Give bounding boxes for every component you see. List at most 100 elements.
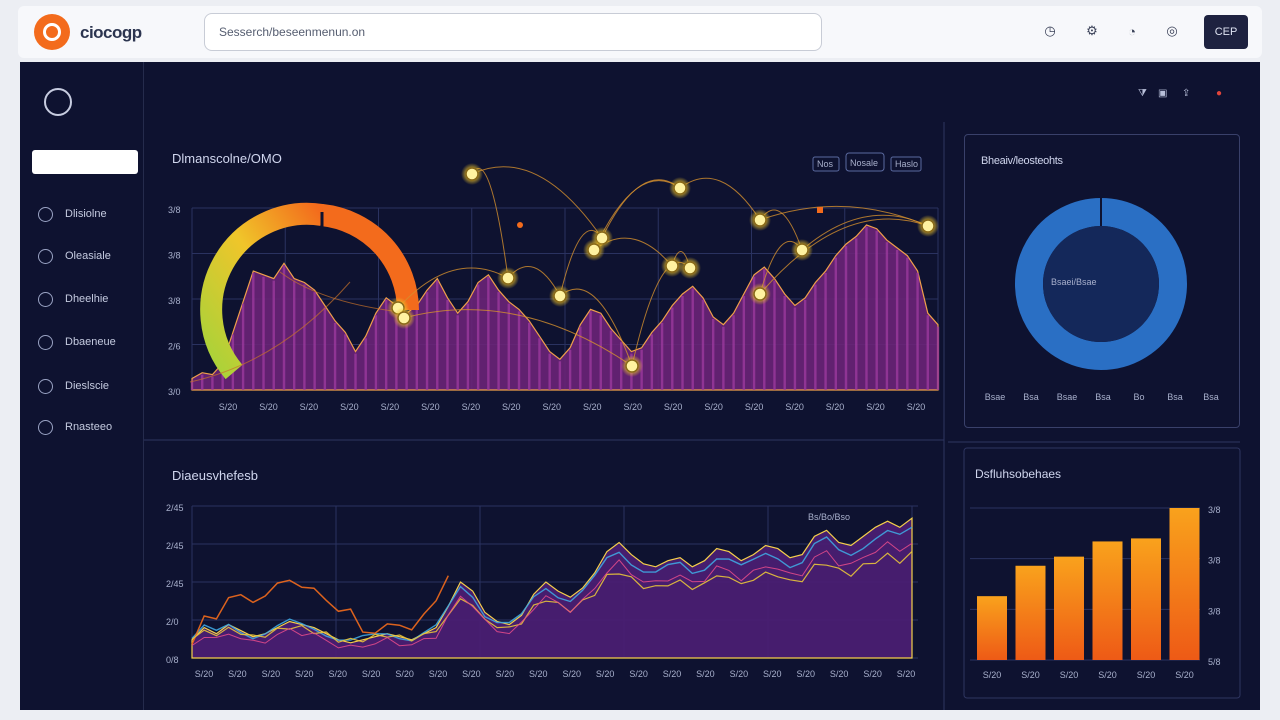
network-node bbox=[465, 167, 479, 181]
x-tick-label: S/20 bbox=[462, 402, 481, 412]
y-tick-label: 0/8 bbox=[166, 655, 179, 665]
donut-axis-label: Bsae bbox=[985, 392, 1006, 402]
network-edge bbox=[471, 168, 509, 279]
x-tick-label: S/20 bbox=[502, 402, 521, 412]
brand-logo-icon[interactable] bbox=[34, 14, 70, 50]
sidebar-search-input[interactable] bbox=[32, 150, 138, 174]
donut-axis-label: Bo bbox=[1133, 392, 1144, 402]
circle-icon bbox=[38, 419, 53, 435]
top-area-series bbox=[191, 224, 939, 391]
share-icon[interactable]: ⇪ bbox=[1182, 88, 1191, 99]
bar bbox=[1092, 541, 1123, 660]
clock-icon[interactable]: ◷ bbox=[1044, 23, 1056, 38]
x-tick-label: S/20 bbox=[462, 669, 481, 679]
x-tick-label: S/20 bbox=[362, 669, 381, 679]
sidebar-item-4[interactable]: Dbaeneue bbox=[38, 331, 138, 353]
x-tick-label: S/20 bbox=[295, 669, 314, 679]
legend-label: Nos bbox=[817, 159, 834, 169]
sidebar-item-label: Rnasteeo bbox=[65, 421, 113, 433]
alert-icon[interactable]: ● bbox=[1216, 88, 1223, 99]
x-tick-label: S/20 bbox=[328, 669, 347, 679]
x-tick-label: S/20 bbox=[745, 402, 764, 412]
y-tick-label: 3/8 bbox=[1208, 556, 1221, 566]
globe-icon[interactable]: ◎ bbox=[1166, 23, 1178, 38]
x-tick-label: S/20 bbox=[583, 402, 602, 412]
x-tick-label: S/20 bbox=[228, 669, 247, 679]
network-overlay bbox=[189, 163, 939, 383]
sidebar-item-label: Dlisiolne bbox=[65, 208, 107, 220]
x-tick-label: S/20 bbox=[219, 402, 238, 412]
lock-icon[interactable]: ▣ bbox=[1158, 88, 1168, 99]
y-tick-label: 2/45 bbox=[166, 579, 184, 589]
x-tick-label: S/20 bbox=[395, 669, 414, 679]
bar bbox=[1131, 538, 1161, 660]
y-tick-label: 2/45 bbox=[166, 541, 184, 551]
x-tick-label: S/20 bbox=[623, 402, 642, 412]
header-button[interactable]: CEP bbox=[1204, 15, 1248, 49]
network-node bbox=[921, 219, 935, 233]
app-shell: Dlisiolne Oleasiale Dheelhie Dbaeneue Di… bbox=[20, 62, 1260, 710]
gauge-arc-green bbox=[200, 202, 324, 380]
donut-panel: Bheaiv/leosteohts Bsaei/Bsae Bsae Bsa Bsae… bbox=[964, 134, 1240, 428]
donut-hole bbox=[1043, 226, 1159, 342]
x-tick-label: S/20 bbox=[696, 669, 715, 679]
gear-icon[interactable]: ⚙ bbox=[1086, 23, 1098, 38]
x-tick-label: S/20 bbox=[543, 402, 562, 412]
circle-icon bbox=[38, 248, 53, 264]
bell-icon[interactable]: ◔ bbox=[1128, 23, 1136, 39]
sidebar-item-label: Dheelhie bbox=[65, 293, 109, 305]
search-input[interactable] bbox=[204, 13, 822, 51]
x-tick-label: S/20 bbox=[562, 669, 581, 679]
x-tick-label: S/20 bbox=[262, 669, 281, 679]
y-tick-label: 3/0 bbox=[168, 387, 181, 397]
bar bbox=[1015, 565, 1046, 660]
sidebar-item-6[interactable]: Rnasteeo bbox=[38, 416, 138, 438]
x-tick-label: S/20 bbox=[796, 669, 815, 679]
network-node bbox=[625, 359, 639, 373]
donut-axis-label: Bsa bbox=[1203, 392, 1219, 402]
sidebar-item-label: Dieslscie bbox=[65, 380, 110, 392]
sidebar-item-label: Dbaeneue bbox=[65, 336, 116, 348]
x-tick-label: S/20 bbox=[826, 402, 845, 412]
sidebar-item-2[interactable]: Oleasiale bbox=[38, 245, 138, 267]
network-node bbox=[665, 259, 679, 273]
network-node bbox=[795, 243, 809, 257]
filter-icon[interactable]: ⧩ bbox=[1138, 88, 1147, 99]
avatar[interactable] bbox=[44, 88, 72, 116]
x-tick-label: S/20 bbox=[1021, 670, 1040, 680]
circle-icon bbox=[38, 291, 53, 307]
donut-axis-label: Bsa bbox=[1167, 392, 1183, 402]
bars-chart-title: Dsfluhsobehaes bbox=[975, 467, 1061, 481]
bar bbox=[977, 596, 1007, 660]
legend-label: Haslo bbox=[895, 159, 918, 169]
bottom-line-series bbox=[191, 541, 913, 649]
network-node bbox=[587, 243, 601, 257]
x-tick-label: S/20 bbox=[629, 669, 648, 679]
y-tick-label: 3/8 bbox=[168, 296, 181, 306]
network-node bbox=[553, 289, 567, 303]
x-tick-label: S/20 bbox=[907, 402, 926, 412]
donut-axis-label: Bsae bbox=[1057, 392, 1078, 402]
sidebar-item-1[interactable]: Dlisiolne bbox=[38, 203, 138, 225]
x-tick-label: S/20 bbox=[1137, 670, 1156, 680]
brand-name: ciocogp bbox=[80, 23, 142, 42]
x-tick-label: S/20 bbox=[496, 669, 515, 679]
bottom-line-series bbox=[191, 550, 913, 643]
y-tick-label: 3/8 bbox=[1208, 505, 1221, 515]
y-tick-label: 3/8 bbox=[1208, 606, 1221, 616]
sidebar-item-5[interactable]: Dieslscie bbox=[38, 375, 138, 397]
legend-box bbox=[812, 156, 840, 172]
gauge-arc-orange bbox=[320, 204, 419, 311]
x-tick-label: S/20 bbox=[596, 669, 615, 679]
sidebar: Dlisiolne Oleasiale Dheelhie Dbaeneue Di… bbox=[20, 62, 144, 710]
sidebar-item-3[interactable]: Dheelhie bbox=[38, 288, 138, 310]
dashboard-canvas: Dlmanscolne/OMO Nos Nosale Haslo 3/8 3/8 3… bbox=[144, 122, 1241, 710]
y-tick-label: 2/0 bbox=[166, 617, 179, 627]
bottom-line-series bbox=[191, 526, 913, 642]
network-edge bbox=[471, 166, 603, 239]
donut-inner-label: Bsaei/Bsae bbox=[1051, 277, 1097, 287]
x-tick-label: S/20 bbox=[421, 402, 440, 412]
bar bbox=[1169, 508, 1200, 660]
x-tick-label: S/20 bbox=[730, 669, 749, 679]
circle-icon bbox=[38, 206, 53, 222]
